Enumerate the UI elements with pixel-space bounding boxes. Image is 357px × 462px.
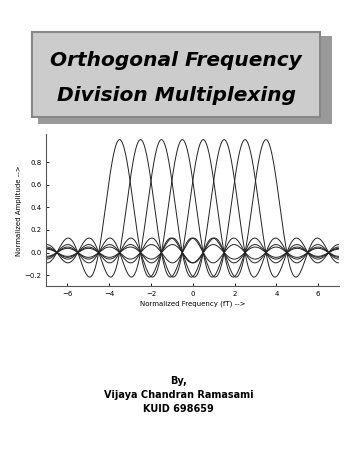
Text: Orthogonal Frequency: Orthogonal Frequency xyxy=(50,51,302,70)
FancyBboxPatch shape xyxy=(32,32,320,116)
FancyBboxPatch shape xyxy=(38,36,332,124)
X-axis label: Normalized Frequency (fT) -->: Normalized Frequency (fT) --> xyxy=(140,300,246,307)
Text: KUID 698659: KUID 698659 xyxy=(143,404,214,414)
Text: Division Multiplexing: Division Multiplexing xyxy=(56,86,296,105)
Text: Vijaya Chandran Ramasami: Vijaya Chandran Ramasami xyxy=(104,390,253,400)
Text: By,: By, xyxy=(170,376,187,386)
Y-axis label: Normalized Amplitude -->: Normalized Amplitude --> xyxy=(16,165,22,255)
